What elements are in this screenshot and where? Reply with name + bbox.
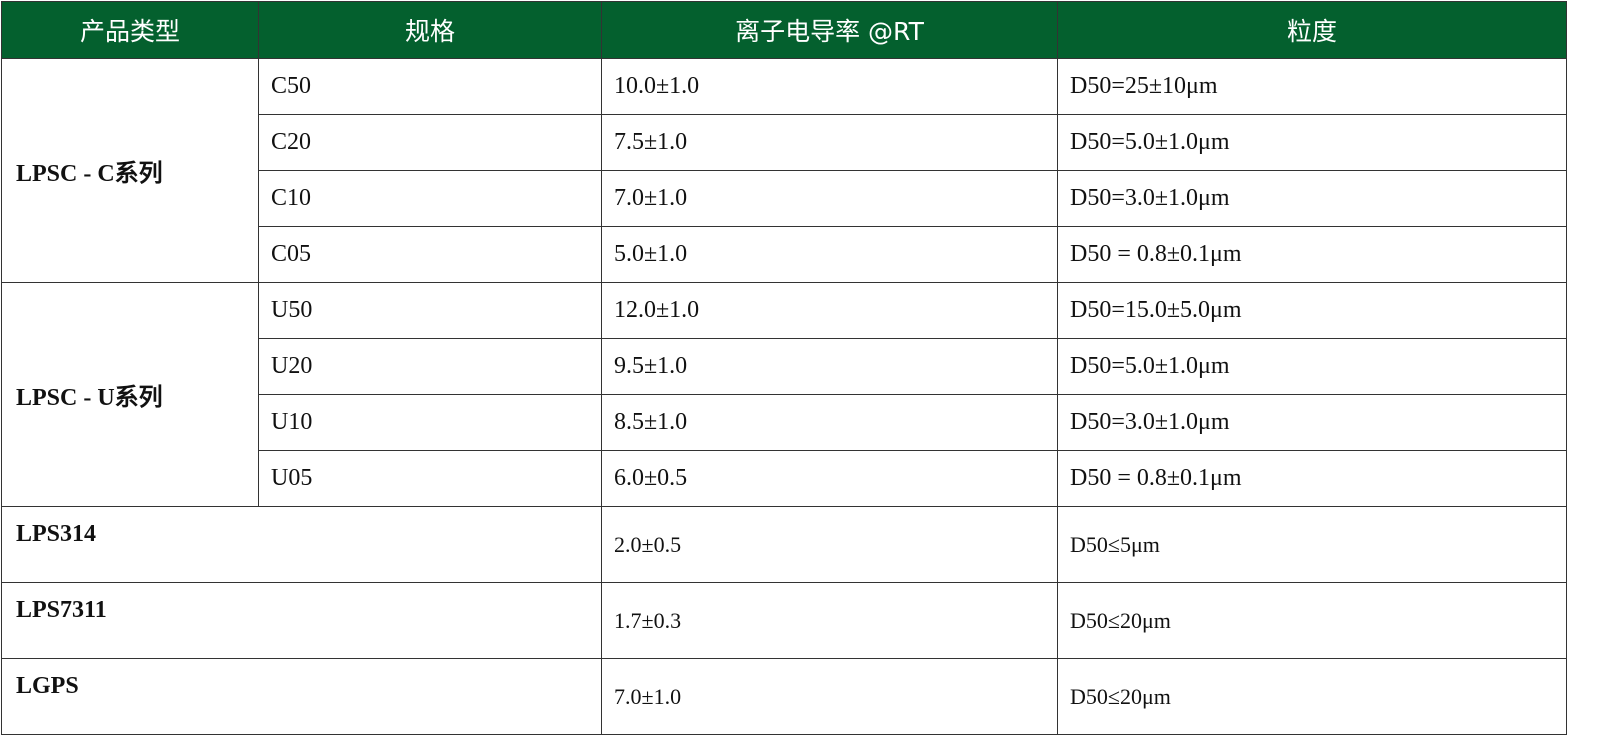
conductivity-cell: 8.5±1.0 <box>601 394 1058 451</box>
spec-cell: U10 <box>258 394 602 451</box>
conductivity-cell: 7.0±1.0 <box>601 658 1058 735</box>
conductivity-cell: 5.0±1.0 <box>601 226 1058 283</box>
particle-size-cell: D50=3.0±1.0μm <box>1057 394 1567 451</box>
table-row: LPS314 2.0±0.5 D50≤5μm <box>1 506 1567 583</box>
spec-cell: C50 <box>258 58 602 115</box>
particle-size-cell: D50≤20μm <box>1057 658 1567 735</box>
header-spec: 规格 <box>258 1 602 59</box>
conductivity-cell: 12.0±1.0 <box>601 282 1058 339</box>
spec-cell: U05 <box>258 450 602 507</box>
conductivity-cell: 7.5±1.0 <box>601 114 1058 171</box>
product-spec-table: 产品类型 规格 离子电导率 @RT 粒度 LPSC - C系列 C50 10.0±1… <box>1 1 1567 735</box>
conductivity-cell: 2.0±0.5 <box>601 506 1058 583</box>
product-type-cell: LGPS <box>1 658 602 735</box>
particle-size-cell: D50 = 0.8±0.1μm <box>1057 226 1567 283</box>
spec-cell: U50 <box>258 282 602 339</box>
particle-size-cell: D50≤20μm <box>1057 582 1567 659</box>
table-row: C20 7.5±1.0 D50=5.0±1.0μm <box>2 114 1567 171</box>
particle-size-cell: D50=15.0±5.0μm <box>1057 282 1567 339</box>
particle-size-cell: D50=5.0±1.0μm <box>1057 114 1567 171</box>
header-particle-size: 粒度 <box>1057 1 1567 59</box>
table-row: U20 9.5±1.0 D50=5.0±1.0μm <box>2 338 1567 395</box>
conductivity-cell: 7.0±1.0 <box>601 170 1058 227</box>
header-row: 产品类型 规格 离子电导率 @RT 粒度 <box>1 1 1567 59</box>
particle-size-cell: D50=3.0±1.0μm <box>1057 170 1567 227</box>
product-type-cell: LPSC - C系列 <box>1 58 259 283</box>
spec-cell: C20 <box>258 114 602 171</box>
particle-size-cell: D50≤5μm <box>1057 506 1567 583</box>
conductivity-cell: 1.7±0.3 <box>601 582 1058 659</box>
spec-cell: U20 <box>258 338 602 395</box>
table-row: U05 6.0±0.5 D50 = 0.8±0.1μm <box>2 450 1567 507</box>
spec-cell: C05 <box>258 226 602 283</box>
particle-size-cell: D50 = 0.8±0.1μm <box>1057 450 1567 507</box>
product-type-cell: LPS314 <box>1 506 602 583</box>
table-row: LPSC - U系列 U50 12.0±1.0 D50=15.0±5.0μm <box>1 282 1567 507</box>
product-type-cell: LPS7311 <box>1 582 602 659</box>
table-row: LGPS 7.0±1.0 D50≤20μm <box>1 658 1567 735</box>
header-product-type: 产品类型 <box>1 1 259 59</box>
header-ionic-conductivity: 离子电导率 @RT <box>601 1 1058 59</box>
conductivity-cell: 10.0±1.0 <box>601 58 1058 115</box>
conductivity-cell: 6.0±0.5 <box>601 450 1058 507</box>
conductivity-cell: 9.5±1.0 <box>601 338 1058 395</box>
table-row: C05 5.0±1.0 D50 = 0.8±0.1μm <box>2 226 1567 283</box>
particle-size-cell: D50=5.0±1.0μm <box>1057 338 1567 395</box>
table-row: LPS7311 1.7±0.3 D50≤20μm <box>1 582 1567 659</box>
table-row: LPSC - C系列 C50 10.0±1.0 D50=25±10μm <box>1 58 1567 283</box>
product-type-cell: LPSC - U系列 <box>1 282 259 507</box>
spec-cell: C10 <box>258 170 602 227</box>
particle-size-cell: D50=25±10μm <box>1057 58 1567 115</box>
table-row: U10 8.5±1.0 D50=3.0±1.0μm <box>2 394 1567 451</box>
